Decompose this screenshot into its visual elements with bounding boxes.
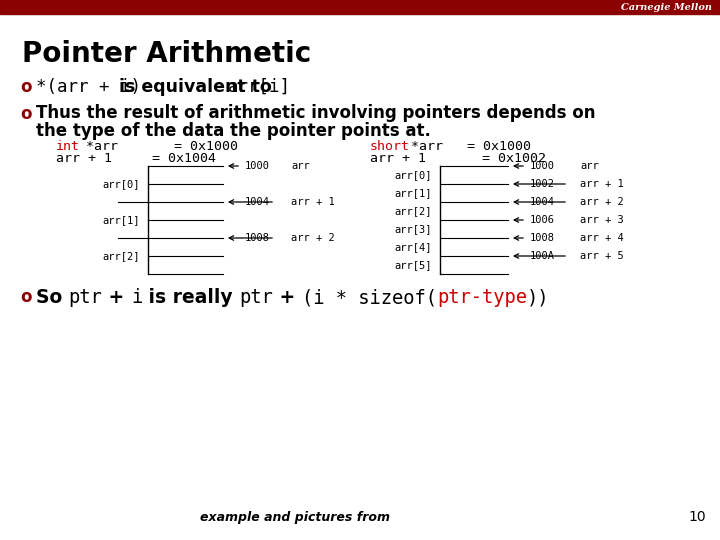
- Text: short: short: [370, 140, 410, 153]
- Text: o: o: [20, 105, 32, 123]
- Text: )): )): [527, 288, 549, 307]
- Text: ptr: ptr: [240, 288, 274, 307]
- Text: +: +: [274, 288, 302, 307]
- Text: o: o: [20, 288, 32, 306]
- Text: 1008: 1008: [245, 233, 269, 243]
- Text: arr[0]: arr[0]: [102, 179, 140, 189]
- Text: Thus the result of arithmetic involving pointers depends on: Thus the result of arithmetic involving …: [36, 104, 595, 122]
- Text: +: +: [102, 288, 131, 307]
- Text: 1008: 1008: [529, 233, 554, 243]
- Text: arr[3]: arr[3]: [395, 224, 432, 234]
- Text: (i * sizeof(: (i * sizeof(: [302, 288, 437, 307]
- Text: arr[i]: arr[i]: [228, 78, 291, 96]
- Text: arr[5]: arr[5]: [395, 260, 432, 270]
- Text: *arr       = 0x1000: *arr = 0x1000: [78, 140, 238, 153]
- Text: arr + 4: arr + 4: [580, 233, 624, 243]
- Text: arr: arr: [291, 161, 310, 171]
- Text: *(arr + i): *(arr + i): [36, 78, 141, 96]
- Text: i: i: [131, 288, 143, 307]
- Text: arr + 5: arr + 5: [580, 251, 624, 261]
- Text: arr[0]: arr[0]: [395, 170, 432, 180]
- Text: arr[1]: arr[1]: [395, 188, 432, 198]
- Text: Carnegie Mellon: Carnegie Mellon: [621, 3, 712, 11]
- Text: 1006: 1006: [529, 215, 554, 225]
- Text: arr + 1       = 0x1002: arr + 1 = 0x1002: [370, 152, 546, 165]
- Text: arr + 2: arr + 2: [580, 197, 624, 207]
- Text: arr[2]: arr[2]: [395, 206, 432, 216]
- Text: ptr: ptr: [68, 288, 102, 307]
- Text: is really: is really: [143, 288, 240, 307]
- Text: o: o: [20, 78, 32, 96]
- Text: arr + 1: arr + 1: [580, 179, 624, 189]
- Text: Pointer Arithmetic: Pointer Arithmetic: [22, 40, 311, 68]
- Text: is equivalent to: is equivalent to: [113, 78, 278, 96]
- Text: arr + 1     = 0x1004: arr + 1 = 0x1004: [56, 152, 216, 165]
- Text: arr[2]: arr[2]: [102, 251, 140, 261]
- Text: 1002: 1002: [529, 179, 554, 189]
- Text: arr[4]: arr[4]: [395, 242, 432, 252]
- Text: the type of the data the pointer points at.: the type of the data the pointer points …: [36, 122, 431, 140]
- Bar: [0, 0, 720, 14]
- Text: So: So: [36, 288, 68, 307]
- Text: example and pictures from: example and pictures from: [200, 511, 390, 524]
- Text: int: int: [56, 140, 80, 153]
- Text: 1004: 1004: [245, 197, 269, 207]
- Text: 1000: 1000: [529, 161, 554, 171]
- Text: arr + 1: arr + 1: [291, 197, 335, 207]
- Text: arr: arr: [580, 161, 599, 171]
- Text: 10: 10: [688, 510, 706, 524]
- Text: arr + 2: arr + 2: [291, 233, 335, 243]
- Text: 1004: 1004: [529, 197, 554, 207]
- Text: arr + 3: arr + 3: [580, 215, 624, 225]
- Text: arr[1]: arr[1]: [102, 215, 140, 225]
- Text: 100A: 100A: [529, 251, 554, 261]
- Text: *arr   = 0x1000: *arr = 0x1000: [403, 140, 531, 153]
- Text: ptr-type: ptr-type: [437, 288, 527, 307]
- Text: 1000: 1000: [245, 161, 269, 171]
